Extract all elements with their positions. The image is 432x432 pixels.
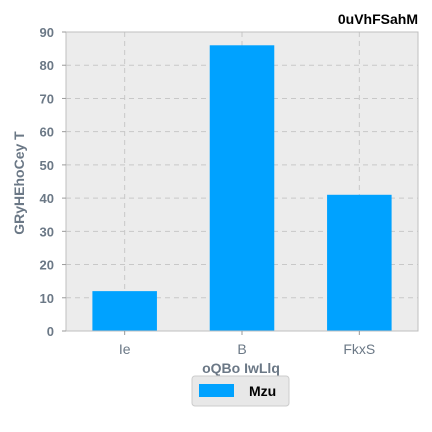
x-tick-label: FkxS [343,341,375,357]
y-tick-label: 50 [40,158,54,173]
y-tick-label: 60 [40,125,54,140]
y-tick-labels: 0 10 20 30 40 50 60 70 80 90 [40,25,66,339]
y-tick-label: 70 [40,91,54,106]
bar-FkxS [327,194,392,331]
bars [92,45,392,332]
y-tick-label: 30 [40,224,54,239]
legend: Mzu [191,375,290,407]
legend-box [191,375,290,407]
y-tick-label: 10 [40,291,54,306]
legend-label: Mzu [249,383,276,399]
y-tick-label: 80 [40,58,54,73]
y-tick-label: 90 [40,25,54,40]
chart-title: 0uVhFSahM [338,11,418,27]
x-tick-label: B [237,341,246,357]
bar-Ie [92,291,157,331]
y-axis-title: GRyHEhoCey T [11,131,27,235]
x-axis-title: oQBo IwLlq [202,360,280,376]
x-tick-labels: Ie B FkxS [119,331,375,357]
bar-B [209,45,275,332]
legend-swatch [199,384,234,397]
y-tick-label: 0 [47,324,54,339]
y-tick-label: 40 [40,191,54,206]
y-tick-label: 20 [40,258,54,273]
x-tick-label: Ie [119,341,131,357]
